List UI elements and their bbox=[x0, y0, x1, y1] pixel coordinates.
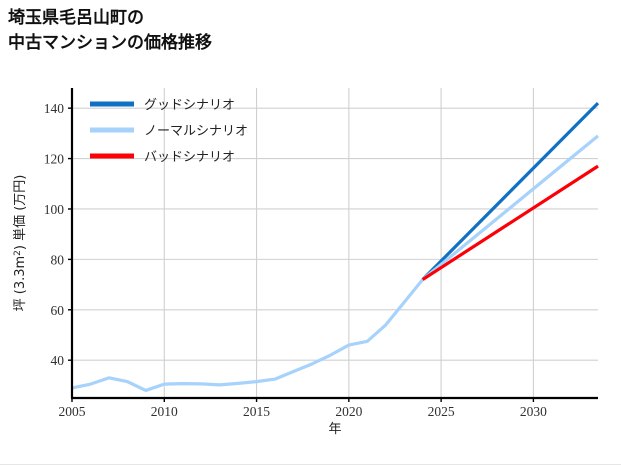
plot-area-background bbox=[72, 88, 598, 398]
y-axis-title-lead: 坪 (3.3m bbox=[13, 256, 28, 312]
y-tick-label: 100 bbox=[44, 202, 65, 217]
x-axis-ticks: 2005 2010 2015 2020 2025 2030 bbox=[59, 398, 547, 419]
x-tick-label: 2005 bbox=[59, 404, 86, 419]
legend-label: グッドシナリオ bbox=[144, 98, 235, 113]
x-axis-title: 年 bbox=[328, 422, 341, 437]
y-tick-label: 60 bbox=[51, 303, 65, 318]
series-line bbox=[421, 101, 600, 281]
chart-title-line-1: 埼玉県毛呂山町の bbox=[8, 8, 144, 28]
y-tick-label: 140 bbox=[44, 101, 65, 116]
chart-title: 埼玉県毛呂山町の 中古マンションの価格推移 bbox=[8, 6, 488, 56]
y-axis-title-tail: ) 単価 (万円) bbox=[12, 175, 28, 250]
y-axis-title-superscript: 2 bbox=[13, 250, 23, 256]
y-axis-title: 坪 (3.3m2) 単価 (万円) bbox=[12, 175, 28, 312]
series-line bbox=[421, 134, 600, 281]
chart-title-line-2: 中古マンションの価格推移 bbox=[8, 33, 212, 53]
y-tick-label: 120 bbox=[44, 152, 65, 167]
y-tick-label: 80 bbox=[51, 252, 65, 267]
series-line bbox=[421, 164, 599, 281]
data-series-group bbox=[71, 101, 600, 393]
y-tick-label: 40 bbox=[51, 353, 65, 368]
x-tick-label: 2025 bbox=[428, 404, 455, 419]
y-axis-ticks: 40 60 80 100 120 140 bbox=[44, 101, 72, 368]
legend-label: バッドシナリオ bbox=[144, 150, 235, 165]
x-tick-label: 2010 bbox=[151, 404, 178, 419]
x-tick-label: 2020 bbox=[335, 404, 362, 419]
series-line bbox=[71, 278, 424, 393]
x-tick-label: 2015 bbox=[243, 404, 270, 419]
x-tick-label: 2030 bbox=[520, 404, 547, 419]
legend-label: ノーマルシナリオ bbox=[144, 124, 248, 139]
y-axis-title-text: 坪 (3.3m2) 単価 (万円) bbox=[12, 175, 28, 312]
